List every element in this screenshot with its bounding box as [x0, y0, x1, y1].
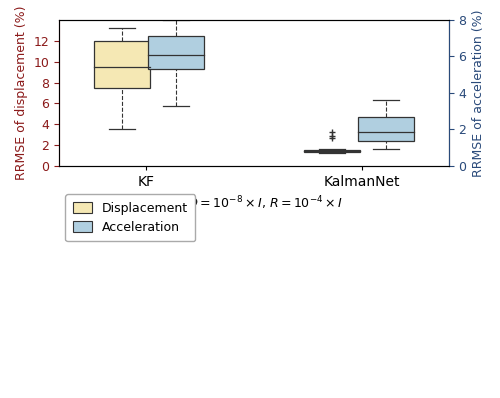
- Y-axis label: RRMSE of acceleration (%): RRMSE of acceleration (%): [472, 9, 485, 177]
- Bar: [94, 41, 150, 88]
- Bar: [304, 150, 360, 152]
- X-axis label: KF: $Q = 10^{-8} \times I$, $R = 10^{-4} \times I$: KF: $Q = 10^{-8} \times I$, $R = 10^{-4}…: [164, 195, 344, 212]
- Legend: Displacement, Acceleration: Displacement, Acceleration: [66, 194, 196, 241]
- Bar: [148, 36, 204, 69]
- Bar: [358, 117, 414, 141]
- Y-axis label: RRMSE of displacement (%): RRMSE of displacement (%): [15, 6, 28, 180]
